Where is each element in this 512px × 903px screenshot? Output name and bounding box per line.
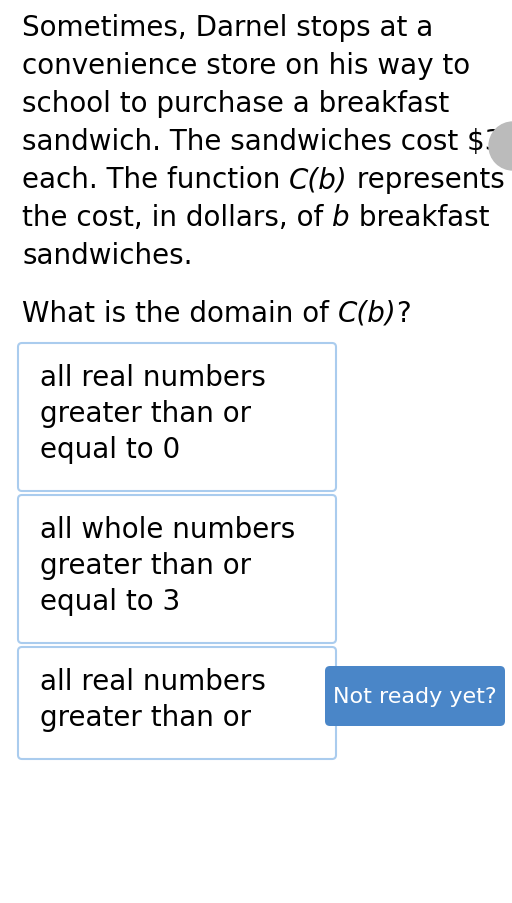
Text: convenience store on his way to: convenience store on his way to [22,52,470,79]
Text: Not ready yet?: Not ready yet? [333,686,497,706]
Text: C(b): C(b) [338,300,396,328]
Text: all whole numbers: all whole numbers [40,516,295,544]
Text: C(b): C(b) [289,166,348,194]
Text: breakfast: breakfast [350,204,489,232]
Text: each. The function: each. The function [22,166,289,194]
Text: all real numbers: all real numbers [40,364,266,392]
Text: b: b [332,204,350,232]
Text: equal to 0: equal to 0 [40,435,180,463]
Text: greater than or: greater than or [40,703,251,731]
Text: all real numbers: all real numbers [40,667,266,695]
Text: represents: represents [348,166,505,194]
FancyBboxPatch shape [18,647,336,759]
Text: sandwiches.: sandwiches. [22,242,193,270]
Text: Sometimes, Darnel stops at a: Sometimes, Darnel stops at a [22,14,433,42]
Circle shape [489,123,512,171]
FancyBboxPatch shape [18,344,336,491]
FancyBboxPatch shape [18,496,336,643]
Text: sandwich. The sandwiches cost $3: sandwich. The sandwiches cost $3 [22,128,502,156]
Text: ?: ? [396,300,411,328]
Text: school to purchase a breakfast: school to purchase a breakfast [22,90,449,118]
Text: greater than or: greater than or [40,552,251,580]
Text: equal to 3: equal to 3 [40,587,180,615]
Text: the cost, in dollars, of: the cost, in dollars, of [22,204,332,232]
Text: What is the domain of: What is the domain of [22,300,338,328]
Text: greater than or: greater than or [40,399,251,427]
FancyBboxPatch shape [325,666,505,726]
